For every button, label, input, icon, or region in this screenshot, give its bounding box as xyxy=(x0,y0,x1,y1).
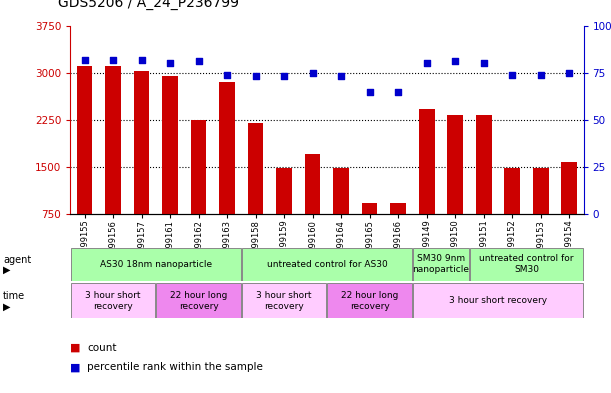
Text: GDS5206 / A_24_P236799: GDS5206 / A_24_P236799 xyxy=(58,0,239,10)
Point xyxy=(308,70,318,76)
Bar xyxy=(413,283,583,318)
Bar xyxy=(276,168,292,214)
Bar xyxy=(163,76,178,214)
Bar xyxy=(413,248,469,281)
Bar xyxy=(305,154,320,214)
Bar xyxy=(533,168,549,214)
Bar xyxy=(77,66,92,214)
Bar xyxy=(191,120,207,214)
Bar xyxy=(248,123,263,214)
Point xyxy=(108,56,118,62)
Text: 22 hour long
recovery: 22 hour long recovery xyxy=(341,290,398,311)
Bar xyxy=(562,162,577,214)
Text: 3 hour short
recovery: 3 hour short recovery xyxy=(86,290,141,311)
Bar xyxy=(362,204,378,214)
Bar xyxy=(71,248,241,281)
Point xyxy=(365,88,375,95)
Text: percentile rank within the sample: percentile rank within the sample xyxy=(87,362,263,373)
Point xyxy=(450,58,460,64)
Bar xyxy=(134,72,149,214)
Bar xyxy=(476,115,491,214)
Point xyxy=(194,58,203,64)
Bar xyxy=(219,82,235,214)
Bar xyxy=(71,283,155,318)
Point xyxy=(251,73,260,80)
Text: ■: ■ xyxy=(70,343,81,353)
Text: 3 hour short
recovery: 3 hour short recovery xyxy=(257,290,312,311)
Point xyxy=(336,73,346,80)
Text: time: time xyxy=(3,291,25,301)
Text: ▶: ▶ xyxy=(3,265,10,275)
Bar xyxy=(334,168,349,214)
Point xyxy=(222,72,232,78)
Text: ■: ■ xyxy=(70,362,81,373)
Point xyxy=(137,56,147,62)
Bar xyxy=(327,283,412,318)
Point xyxy=(422,60,431,66)
Bar xyxy=(242,283,326,318)
Bar xyxy=(504,168,520,214)
Bar xyxy=(419,108,434,214)
Text: 3 hour short recovery: 3 hour short recovery xyxy=(449,296,547,305)
Text: AS30 18nm nanoparticle: AS30 18nm nanoparticle xyxy=(100,260,212,269)
Text: agent: agent xyxy=(3,255,31,264)
Text: SM30 9nm
nanoparticle: SM30 9nm nanoparticle xyxy=(412,254,469,274)
Bar xyxy=(105,66,121,214)
Point xyxy=(507,72,517,78)
Bar xyxy=(470,248,583,281)
Text: ▶: ▶ xyxy=(3,301,10,312)
Text: untreated control for AS30: untreated control for AS30 xyxy=(266,260,387,269)
Point xyxy=(393,88,403,95)
Bar xyxy=(156,283,241,318)
Point xyxy=(165,60,175,66)
Point xyxy=(79,56,89,62)
Point xyxy=(279,73,289,80)
Text: count: count xyxy=(87,343,117,353)
Text: 22 hour long
recovery: 22 hour long recovery xyxy=(170,290,227,311)
Bar xyxy=(390,204,406,214)
Bar xyxy=(447,115,463,214)
Point xyxy=(565,70,574,76)
Point xyxy=(479,60,489,66)
Bar xyxy=(242,248,412,281)
Point xyxy=(536,72,546,78)
Text: untreated control for
SM30: untreated control for SM30 xyxy=(479,254,574,274)
